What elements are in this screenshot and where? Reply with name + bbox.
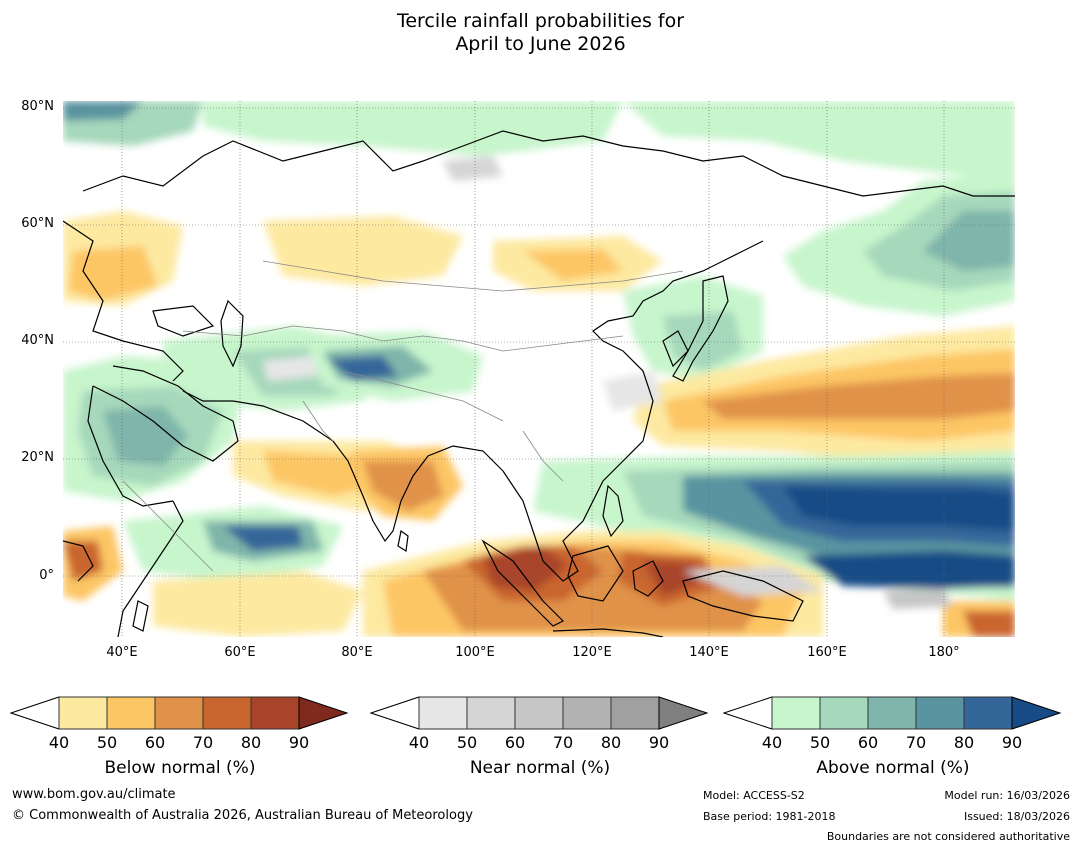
lat-label-80n: 80°N	[21, 99, 54, 114]
lon-label-140e: 140°E	[689, 645, 729, 660]
coastlines	[63, 130, 1015, 637]
colorbar-near-normal	[369, 696, 710, 734]
lon-label-180: 180°	[928, 645, 960, 660]
cb-below-seg-4	[202, 696, 252, 730]
rainfall-map	[63, 101, 1015, 637]
cb-above-tick: 80	[953, 733, 975, 752]
cb-below-seg-3	[154, 696, 204, 730]
title-line-2: April to June 2026	[455, 33, 626, 55]
cb-below-tick: 80	[240, 733, 262, 752]
model-text: Model: ACCESS-S2	[703, 789, 805, 802]
cb-near-seg-6	[658, 696, 709, 730]
cb-below-tick: 50	[96, 733, 118, 752]
disclaimer-text: Boundaries are not considered authoritat…	[826, 830, 1070, 843]
cb-near-tick: 90	[648, 733, 670, 752]
colorbar-below-label: Below normal (%)	[104, 758, 256, 778]
cb-below-seg-0	[9, 696, 60, 730]
cb-near-seg-1	[418, 696, 468, 730]
cb-near-seg-3	[514, 696, 564, 730]
cb-above-seg-5	[963, 696, 1013, 730]
issued-text: Issued: 18/03/2026	[963, 810, 1070, 823]
title-line-1: Tercile rainfall probabilities for	[396, 10, 685, 32]
website-link[interactable]: www.bom.gov.au/climate	[12, 787, 176, 802]
lon-label-160e: 160°E	[807, 645, 847, 660]
cb-near-tick: 60	[504, 733, 526, 752]
cb-near-tick: 80	[600, 733, 622, 752]
cb-below-seg-6	[298, 696, 349, 730]
cb-above-tick: 50	[809, 733, 831, 752]
lat-label-0: 0°	[39, 568, 54, 583]
cb-above-seg-0	[722, 696, 773, 730]
cb-above-tick: 60	[857, 733, 879, 752]
cb-above-seg-4	[915, 696, 965, 730]
cb-below-tick: 40	[48, 733, 70, 752]
cb-below-tick: 90	[288, 733, 310, 752]
colorbar-below-normal	[9, 696, 350, 734]
lon-label-60e: 60°E	[224, 645, 256, 660]
cb-near-tick: 50	[456, 733, 478, 752]
cb-above-seg-3	[867, 696, 917, 730]
cb-below-seg-1	[58, 696, 108, 730]
base-period-text: Base period: 1981-2018	[703, 810, 836, 823]
cb-near-seg-0	[369, 696, 420, 730]
colorbar-above-label: Above normal (%)	[816, 758, 970, 778]
map-title: Tercile rainfall probabilities for April…	[0, 10, 1081, 56]
cb-above-tick: 40	[761, 733, 783, 752]
cb-above-tick: 90	[1001, 733, 1023, 752]
cb-near-seg-2	[466, 696, 516, 730]
cb-below-tick: 60	[144, 733, 166, 752]
cb-below-seg-2	[106, 696, 156, 730]
cb-near-tick: 70	[552, 733, 574, 752]
lon-label-80e: 80°E	[341, 645, 373, 660]
lon-label-40e: 40°E	[106, 645, 138, 660]
lon-label-120e: 120°E	[572, 645, 612, 660]
cb-below-seg-5	[250, 696, 300, 730]
colorbar-near-label: Near normal (%)	[469, 758, 611, 778]
cb-near-seg-5	[610, 696, 660, 730]
country-borders	[122, 260, 684, 572]
colorbar-above-normal	[722, 696, 1063, 734]
lat-label-60n: 60°N	[21, 216, 54, 231]
map-gridlines	[63, 101, 1015, 637]
lat-label-40n: 40°N	[21, 333, 54, 348]
cb-above-seg-1	[771, 696, 821, 730]
lon-label-100e: 100°E	[455, 645, 495, 660]
cb-above-seg-2	[819, 696, 869, 730]
cb-above-seg-6	[1011, 696, 1062, 730]
lat-label-20n: 20°N	[21, 450, 54, 465]
cb-near-seg-4	[562, 696, 612, 730]
copyright-text: © Commonwealth of Australia 2026, Austra…	[12, 808, 473, 823]
model-run-text: Model run: 16/03/2026	[944, 789, 1070, 802]
cb-near-tick: 40	[408, 733, 430, 752]
cb-above-tick: 70	[905, 733, 927, 752]
cb-below-tick: 70	[192, 733, 214, 752]
